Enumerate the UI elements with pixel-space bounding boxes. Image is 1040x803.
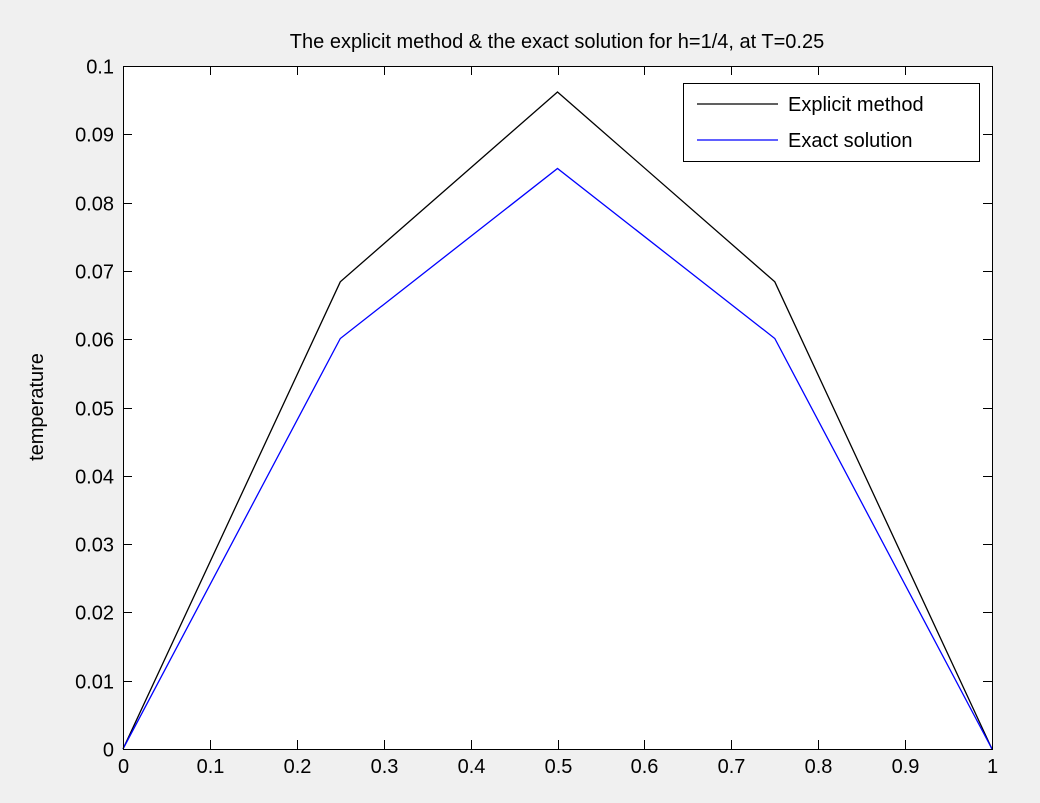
legend-label-2: Exact solution	[788, 130, 913, 152]
y-tick-label: 0.08	[75, 194, 114, 216]
y-tick-label: 0.04	[75, 467, 114, 489]
x-tick-label: 0.4	[458, 756, 486, 778]
x-tick-label: 0.9	[892, 756, 920, 778]
series-line-1	[122, 91, 993, 750]
x-tick-label: 0.2	[284, 756, 312, 778]
y-tick-label: 0.02	[75, 603, 114, 625]
legend-box	[683, 83, 980, 162]
y-tick-label: 0.1	[86, 57, 114, 79]
x-tick-label: 0.5	[545, 756, 573, 778]
series-layer	[122, 91, 993, 750]
y-tick-label: 0.06	[75, 330, 114, 352]
chart-title: The explicit method & the exact solution…	[290, 31, 824, 53]
plot-area	[123, 66, 992, 749]
x-tick-label: 1	[987, 756, 998, 778]
legend-label-1: Explicit method	[788, 94, 924, 116]
x-tick-label: 0.1	[197, 756, 225, 778]
y-tick-label: 0.03	[75, 535, 114, 557]
series-line-2	[122, 167, 993, 750]
y-tick-label: 0	[103, 740, 114, 762]
x-tick-label: 0.7	[718, 756, 746, 778]
y-tick-label: 0.05	[75, 399, 114, 421]
x-tick-label: 0.3	[371, 756, 399, 778]
legend[interactable]: Explicit method Exact solution	[683, 83, 980, 162]
x-tick-label: 0.8	[805, 756, 833, 778]
y-axis-label: temperature	[26, 353, 48, 461]
x-tick-label: 0.6	[631, 756, 659, 778]
y-tick-label: 0.07	[75, 262, 114, 284]
axes-layer: 0 0.1 0.2 0.3 0.4 0.5 0.6 0.7 0.8 0.9 1 0 0.01 0.02 0.…	[75, 57, 998, 779]
y-tick-label: 0.09	[75, 125, 114, 147]
x-tick-label: 0	[118, 756, 129, 778]
y-tick-label: 0.01	[75, 672, 114, 694]
